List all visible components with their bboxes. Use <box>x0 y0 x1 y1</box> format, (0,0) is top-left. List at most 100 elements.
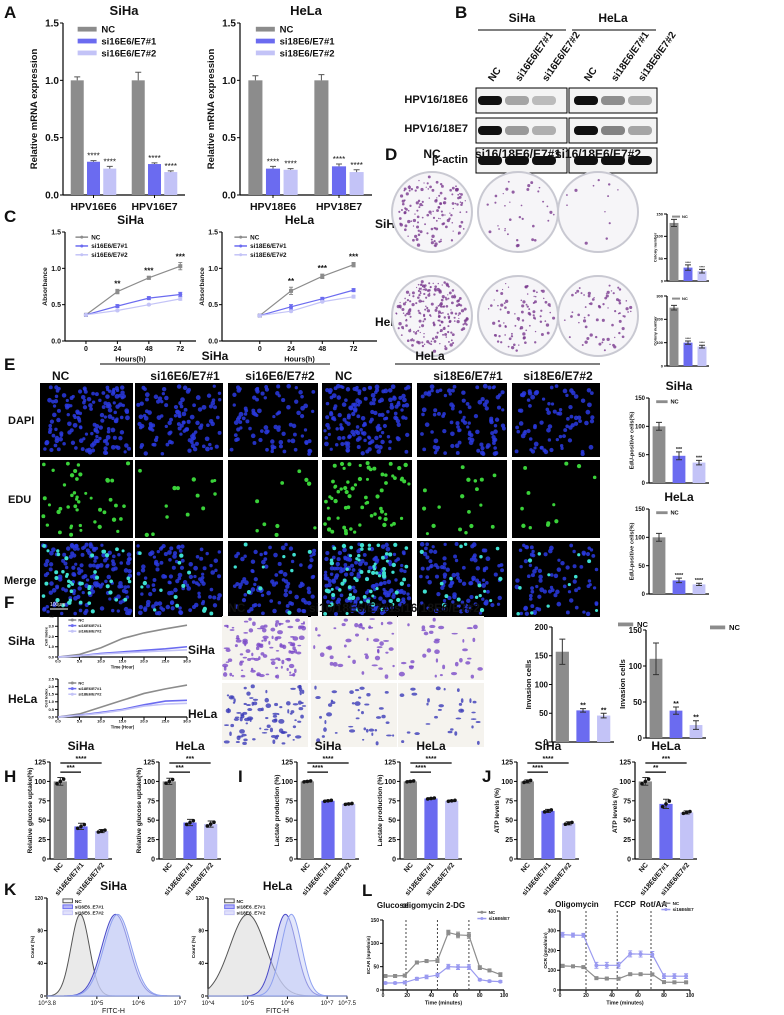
colony <box>504 334 506 336</box>
colony <box>452 207 454 210</box>
invading-cell <box>331 690 338 694</box>
invading-cell <box>248 628 254 633</box>
nucleus <box>294 399 299 404</box>
nucleus <box>139 445 143 449</box>
bar <box>131 80 145 195</box>
nucleus <box>270 579 275 584</box>
nucleus <box>208 442 212 447</box>
colony <box>436 287 440 292</box>
transwell-col-label: si16/18E6/E7#2 <box>394 601 480 615</box>
chart-title: HeLa <box>263 879 293 893</box>
data-point <box>446 964 451 969</box>
edu-positive-nucleus <box>530 611 534 615</box>
edu-positive-nucleus <box>375 494 380 499</box>
nucleus <box>141 385 146 390</box>
colony-col-label: NC <box>423 147 441 161</box>
colony <box>546 205 549 208</box>
invading-cell <box>242 656 248 659</box>
colony <box>417 341 421 345</box>
legend-swatch <box>77 26 97 32</box>
colony <box>542 200 545 203</box>
colony <box>414 332 418 335</box>
nucleus <box>331 578 336 583</box>
edu-positive-nucleus <box>595 609 599 613</box>
invading-cell <box>472 700 477 704</box>
invading-cell <box>248 617 252 621</box>
nucleus <box>323 595 328 600</box>
invading-cell <box>451 632 458 635</box>
x-tick-label: 10^6 <box>132 1001 145 1007</box>
colony <box>457 303 461 307</box>
colony <box>418 319 422 323</box>
legend-label: NC <box>78 680 84 685</box>
nucleus <box>78 608 83 613</box>
colony <box>578 321 580 324</box>
invading-cell <box>224 724 229 726</box>
edu-positive-nucleus <box>343 528 348 533</box>
error-bar <box>699 268 705 274</box>
nucleus <box>523 605 529 611</box>
nucleus <box>126 552 132 557</box>
nucleus <box>531 553 536 558</box>
nucleus <box>70 544 75 549</box>
colony <box>418 206 421 209</box>
significance-label: **** <box>685 337 691 341</box>
edu-positive-nucleus <box>546 521 551 526</box>
nucleus <box>57 386 61 391</box>
colony <box>440 240 442 243</box>
colony <box>409 315 412 318</box>
edu-positive-nucleus <box>51 468 55 472</box>
x-tick-label: NC <box>300 862 312 874</box>
edu-positive-nucleus <box>479 607 485 613</box>
edu-positive-nucleus <box>44 581 49 586</box>
nucleus <box>164 424 168 429</box>
nucleus <box>351 411 356 417</box>
nucleus <box>360 558 365 564</box>
nucleus <box>238 420 243 425</box>
nucleus <box>357 399 363 405</box>
invading-cell <box>406 731 411 734</box>
nucleus <box>306 586 311 591</box>
edu-positive-nucleus <box>402 479 407 484</box>
colony <box>424 308 427 311</box>
nucleus <box>339 384 343 389</box>
nucleus <box>396 422 401 427</box>
y-tick-label: 0.5 <box>222 133 236 144</box>
invading-cell <box>281 742 286 745</box>
nucleus <box>107 414 113 419</box>
nucleus <box>179 565 185 570</box>
colony <box>449 343 453 347</box>
replicate-point <box>322 799 327 804</box>
edu-positive-nucleus <box>373 562 377 566</box>
edu-positive-nucleus <box>347 462 352 467</box>
colony <box>618 312 621 315</box>
series-line <box>562 934 687 977</box>
replicate-point <box>346 802 351 806</box>
edu-positive-nucleus <box>68 598 73 603</box>
nucleus <box>449 402 454 407</box>
edu-positive-nucleus <box>67 601 71 605</box>
invading-cell <box>235 740 240 744</box>
edu-positive-nucleus <box>306 481 312 486</box>
colony <box>409 204 412 207</box>
invading-cell <box>462 639 465 643</box>
edu-positive-nucleus <box>69 526 73 530</box>
colony <box>428 342 431 345</box>
nucleus <box>143 576 148 580</box>
nucleus <box>167 420 172 426</box>
nucleus <box>116 445 121 450</box>
nucleus <box>53 399 59 404</box>
invading-cell <box>292 738 295 741</box>
edu-positive-nucleus <box>213 492 217 496</box>
x-tick-label: 48 <box>318 346 326 353</box>
invading-cell <box>298 706 304 711</box>
colony <box>435 219 438 222</box>
colony <box>417 296 420 299</box>
nucleus <box>51 547 56 552</box>
bar <box>697 346 707 366</box>
colony <box>528 313 532 316</box>
edu-positive-nucleus <box>374 571 379 575</box>
invading-cell <box>279 705 283 709</box>
data-point <box>477 977 482 982</box>
